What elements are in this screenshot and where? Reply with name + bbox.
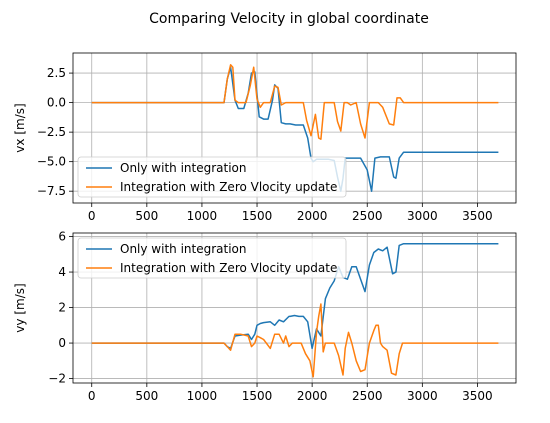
legend-box [77, 156, 347, 198]
series-line-only-integration [91, 242, 499, 350]
y-tick-label: −5.0 [37, 155, 66, 169]
y-axis-label: vx [m/s] [13, 103, 27, 152]
y-tick-label: 2.5 [47, 66, 66, 80]
legend-label: Only with integration [120, 242, 247, 256]
chart-vy: 0 500 1000 1500 2000 2500 3000 3500 6 4 2 0 −2 vy [m/… [13, 230, 517, 403]
x-tick-label: 500 [135, 389, 158, 403]
x-tick-label: 2000 [297, 389, 328, 403]
series-line-zero-velocity-update [91, 64, 499, 140]
x-tick-label: 1500 [242, 209, 273, 223]
x-tick-label: 2500 [352, 389, 383, 403]
y-tick-label: 4 [58, 265, 66, 279]
y-tick-label: −2.5 [37, 125, 66, 139]
x-tick-label: 1000 [187, 209, 218, 223]
series-line-zero-velocity-update [91, 303, 499, 378]
x-tick-label: 3500 [462, 389, 493, 403]
x-tick-label: 1000 [187, 389, 218, 403]
y-tick-label: 2 [58, 301, 66, 315]
y-tick-label: 0.0 [47, 96, 66, 110]
axes-frame [72, 232, 517, 384]
legend-box [77, 237, 347, 279]
x-tick-label: 1500 [242, 389, 273, 403]
x-tick-label: 500 [135, 209, 158, 223]
legend-label: Integration with Zero Vlocity update [120, 180, 337, 194]
y-tick-label: −2 [48, 372, 66, 386]
chart-vx: 0 500 1000 1500 2000 2500 3000 3500 2.5 0.0 −2.5 −5… [13, 52, 517, 223]
x-tick-label: 3000 [407, 389, 438, 403]
y-tick-label: 0 [58, 336, 66, 350]
x-tick-label: 0 [88, 209, 96, 223]
figure-title: Comparing Velocity in global coordinate [149, 11, 429, 27]
y-axis-label: vy [m/s] [13, 283, 27, 332]
legend: Only with integration Integration with Ze… [77, 237, 347, 279]
x-tick-label: 3500 [462, 209, 493, 223]
legend-label: Integration with Zero Vlocity update [120, 261, 337, 275]
x-tick-label: 3000 [407, 209, 438, 223]
legend: Only with integration Integration with Ze… [77, 156, 347, 198]
x-tick-label: 0 [88, 389, 96, 403]
x-tick-label: 2000 [297, 209, 328, 223]
y-tick-label: 6 [58, 230, 66, 244]
axes-frame [72, 52, 517, 204]
legend-label: Only with integration [120, 161, 247, 175]
y-tick-label: −7.5 [37, 184, 66, 198]
x-tick-label: 2500 [352, 209, 383, 223]
